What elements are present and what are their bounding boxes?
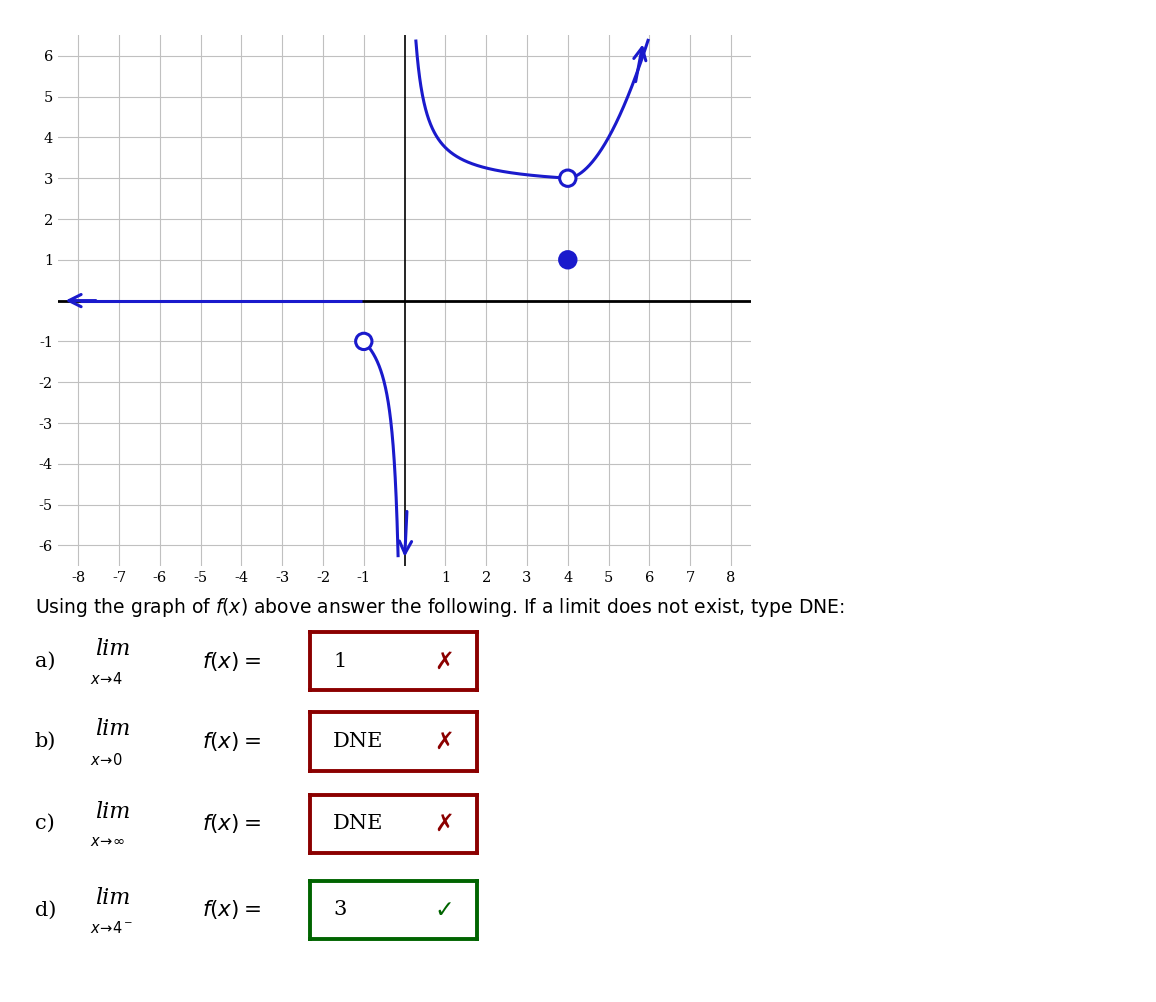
Text: d): d) — [35, 901, 55, 919]
Text: lim: lim — [95, 638, 131, 660]
Text: Using the graph of $f(x)$ above answer the following. If a limit does not exist,: Using the graph of $f(x)$ above answer t… — [35, 596, 844, 619]
Text: c): c) — [35, 815, 54, 833]
Text: a): a) — [35, 652, 55, 670]
Text: $x\!\to\!\infty$: $x\!\to\!\infty$ — [90, 835, 125, 849]
Text: lim: lim — [95, 801, 131, 823]
Text: 1: 1 — [333, 652, 347, 670]
Text: b): b) — [35, 732, 55, 750]
Circle shape — [560, 170, 576, 186]
Text: $f(x)=$: $f(x)=$ — [202, 899, 261, 921]
Text: ✓: ✓ — [434, 898, 454, 922]
Circle shape — [356, 334, 372, 350]
Text: DNE: DNE — [333, 815, 384, 833]
Text: $f(x)=$: $f(x)=$ — [202, 730, 261, 753]
Text: $x\!\to\!4$: $x\!\to\!4$ — [90, 671, 123, 687]
Text: 3: 3 — [333, 901, 347, 919]
Text: ✗: ✗ — [434, 812, 454, 836]
Text: lim: lim — [95, 718, 131, 740]
Text: $x\!\to\!4^-$: $x\!\to\!4^-$ — [90, 920, 133, 936]
Text: $f(x)=$: $f(x)=$ — [202, 813, 261, 835]
Text: $f(x)=$: $f(x)=$ — [202, 650, 261, 672]
Circle shape — [560, 252, 576, 268]
Text: lim: lim — [95, 887, 131, 909]
Text: DNE: DNE — [333, 732, 384, 750]
Text: ✗: ✗ — [434, 729, 454, 754]
Text: $x\!\to\!0$: $x\!\to\!0$ — [90, 752, 123, 768]
Text: ✗: ✗ — [434, 649, 454, 673]
